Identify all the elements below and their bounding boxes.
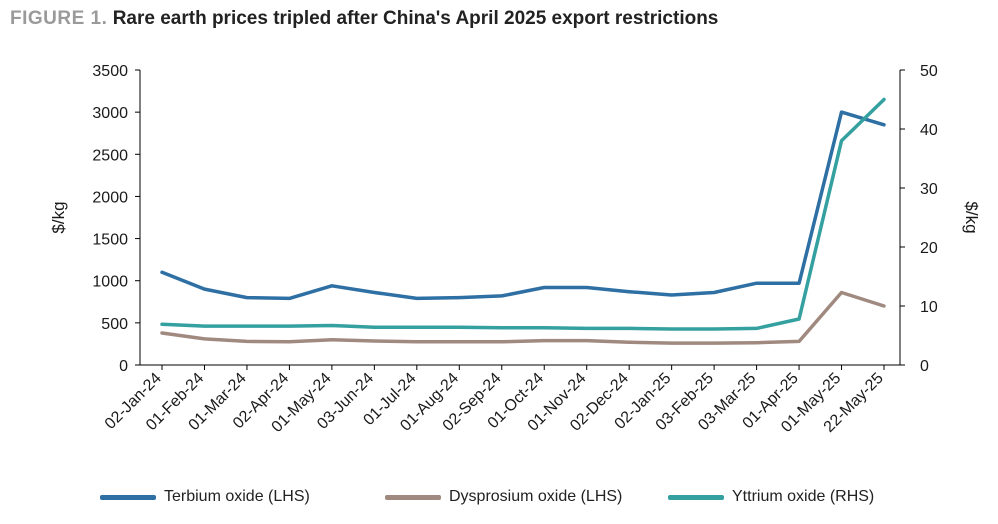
left-y-tick-label: 3500 xyxy=(92,63,128,80)
left-y-axis-label: $/kg xyxy=(49,201,68,233)
left-y-tick-label: 500 xyxy=(101,316,128,333)
series-line-2 xyxy=(160,97,886,331)
chart-legend: Terbium oxide (LHS) Dysprosium oxide (LHS… xyxy=(0,488,998,514)
left-y-tick-label: 1500 xyxy=(92,232,128,249)
left-y-tick-label: 1000 xyxy=(92,274,128,291)
legend-label: Terbium oxide (LHS) xyxy=(164,488,310,505)
series-line-1 xyxy=(160,290,886,345)
legend-label: Yttrium oxide (RHS) xyxy=(732,488,875,505)
right-y-tick-label: 20 xyxy=(920,240,938,257)
legend-item: Terbium oxide (LHS) xyxy=(100,488,310,506)
right-y-tick-label: 40 xyxy=(920,122,938,139)
legend-swatch xyxy=(100,494,156,500)
right-y-tick-label: 10 xyxy=(920,299,938,316)
left-y-tick-label: 0 xyxy=(119,358,128,375)
legend-item: Yttrium oxide (RHS) xyxy=(668,488,874,506)
right-y-tick-label: 30 xyxy=(920,181,938,198)
right-y-tick-label: 0 xyxy=(920,358,929,375)
left-y-tick-label: 2500 xyxy=(92,147,128,164)
legend-swatch xyxy=(385,494,441,500)
series-line-0 xyxy=(160,110,886,301)
legend-swatch xyxy=(668,494,724,500)
right-y-axis-label: $/kg xyxy=(962,201,981,233)
figure-title-text: Rare earth prices tripled after China's … xyxy=(112,8,719,29)
legend-label: Dysprosium oxide (LHS) xyxy=(449,488,623,505)
left-y-tick-label: 2000 xyxy=(92,189,128,206)
right-y-tick-label: 50 xyxy=(920,63,938,80)
left-y-tick-label: 3000 xyxy=(92,105,128,122)
line-chart: 0 500 1000 1500 2000 2500 3000 3500 0 10 20 30 40 50 $… xyxy=(49,63,981,436)
legend-item: Dysprosium oxide (LHS) xyxy=(385,488,622,506)
figure-label: FIGURE 1. xyxy=(10,8,108,29)
figure-title: FIGURE 1. Rare earth prices tripled afte… xyxy=(10,8,718,30)
